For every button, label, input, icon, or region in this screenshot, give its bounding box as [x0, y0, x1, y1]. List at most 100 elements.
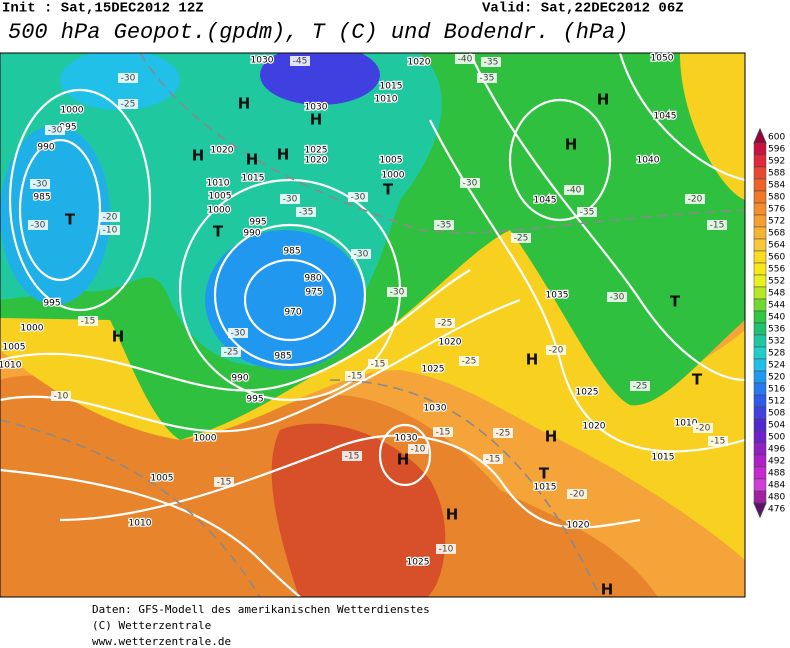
temp-label-box — [477, 73, 497, 83]
isotherms — [0, 53, 745, 597]
temp-label-box — [567, 489, 587, 499]
isobar — [618, 53, 745, 182]
isotherm — [0, 419, 261, 597]
colorbar-label: 516 — [768, 385, 785, 395]
isobar-label: 1005 — [3, 343, 26, 353]
isobar-label: 1005 — [209, 192, 232, 202]
footer-line: www.wetterzentrale.de — [92, 635, 231, 648]
temp-label: -35 — [299, 208, 314, 218]
temp-field — [260, 53, 380, 105]
isobar-label: 1000 — [194, 434, 217, 444]
temp-label-box — [214, 477, 234, 487]
pressure-center: T — [692, 371, 703, 389]
temp-label: -25 — [121, 100, 136, 110]
valid-time: Valid: Sat,22DEC2012 06Z — [482, 1, 684, 17]
temp-label: -25 — [633, 382, 648, 392]
isobar-label: 970 — [284, 308, 301, 318]
temp-label: -10 — [439, 545, 454, 555]
colorbar-cell — [753, 478, 767, 492]
temp-label-box — [228, 328, 248, 338]
colorbar-label: 576 — [768, 205, 785, 215]
colorbar-label: 508 — [768, 409, 785, 419]
init-time: Init : Sat,15DEC2012 12Z — [2, 1, 204, 17]
pressure-center: T — [539, 465, 550, 483]
temp-label-box — [280, 194, 300, 204]
colorbar-label: 544 — [768, 301, 785, 311]
temp-label: -30 — [354, 250, 369, 260]
colorbar-label: 540 — [768, 313, 785, 323]
colorbar-cell — [753, 178, 767, 192]
colorbar-cell — [753, 298, 767, 312]
colorbar-cell — [753, 166, 767, 180]
isobar-label: 1000 — [208, 206, 231, 216]
temp-label: -35 — [580, 208, 595, 218]
temp-label: -10 — [54, 392, 69, 402]
isobar-label: 1025 — [305, 146, 328, 156]
temp-label: -25 — [514, 234, 529, 244]
isobar-label: 1030 — [251, 56, 274, 66]
isobar-label: 1010 — [675, 419, 698, 429]
temp-label-box — [345, 371, 365, 381]
isobar-label: 1005 — [151, 474, 174, 484]
temp-label: -15 — [711, 437, 726, 447]
temp-label: -20 — [549, 346, 564, 356]
temp-field — [680, 53, 745, 200]
pressure-center: H — [397, 451, 410, 469]
temp-label: -40 — [567, 186, 582, 196]
colorbar-cell — [753, 202, 767, 216]
isobar-label: 985 — [33, 193, 50, 203]
temp-label: -30 — [33, 180, 48, 190]
colorbar-label: 552 — [768, 277, 785, 287]
temp-label-box — [460, 178, 480, 188]
colorbar-label: 512 — [768, 397, 785, 407]
pressure-center: T — [670, 293, 681, 311]
colorbar-label: 580 — [768, 193, 785, 203]
isobar-label: 1000 — [21, 324, 44, 334]
temp-label: -30 — [121, 74, 136, 84]
colorbar-cell — [753, 238, 767, 252]
isobar-label: 1020 — [567, 521, 590, 531]
temp-label-box — [483, 454, 503, 464]
isobar-label: 1020 — [408, 58, 431, 68]
isobar-label: 1010 — [0, 361, 22, 371]
colorbar-cell — [753, 418, 767, 432]
temp-label-box — [577, 207, 597, 217]
temp-label-box — [408, 444, 428, 454]
footer-line: Daten: GFS-Modell des amerikanischen Wet… — [92, 603, 430, 616]
temp-label-box — [45, 125, 65, 135]
temp-label: -30 — [351, 193, 366, 203]
temp-label-box — [708, 436, 728, 446]
temp-label: -25 — [462, 357, 477, 367]
colorbar-cell — [753, 382, 767, 396]
isobar-label: 1045 — [534, 196, 557, 206]
isobar-label: 1035 — [546, 291, 569, 301]
isobar-label: 995 — [246, 395, 263, 405]
colorbar-label: 476 — [768, 505, 785, 515]
isobar-label: 1000 — [61, 106, 84, 116]
isobar-label: 1020 — [583, 422, 606, 432]
temp-label-box — [221, 347, 241, 357]
temp-label-box — [436, 544, 456, 554]
temp-label-box — [100, 212, 120, 222]
map-title: 500 hPa Geopot.(gpdm), T (C) und Bodendr… — [8, 20, 629, 45]
colorbar-label: 548 — [768, 289, 785, 299]
colorbar-cell — [753, 466, 767, 480]
colorbar-cell — [753, 454, 767, 468]
isobar — [213, 223, 367, 367]
colorbar-cell — [753, 358, 767, 372]
temp-label: -30 — [463, 179, 478, 189]
temp-label-box — [118, 73, 138, 83]
colorbar-label: 564 — [768, 241, 785, 251]
temp-label: -10 — [103, 226, 118, 236]
isobar — [469, 53, 745, 382]
colorbar-label: 488 — [768, 469, 785, 479]
temp-label-box — [434, 220, 454, 230]
temp-label: -30 — [610, 293, 625, 303]
colorbar-label: 500 — [768, 433, 785, 443]
temp-label-box — [685, 194, 705, 204]
map-area — [0, 53, 745, 597]
temp-label-box — [493, 428, 513, 438]
colorbar-cell — [753, 394, 767, 408]
colorbar-cell — [753, 286, 767, 300]
